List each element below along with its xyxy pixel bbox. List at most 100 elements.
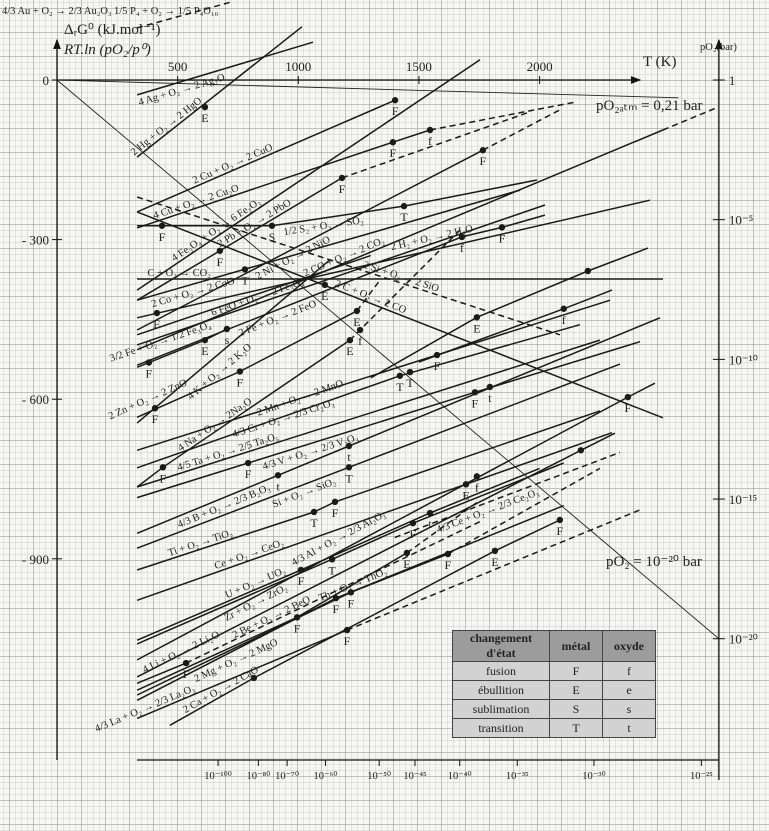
- reaction-line: [418, 289, 613, 363]
- cell-oxide: s: [602, 699, 656, 719]
- reaction-label: Ce + O₂ → CeO₂: [213, 537, 286, 572]
- phase-change-label: F: [344, 634, 351, 648]
- series-group: [136, 1, 719, 726]
- phase-change-marker: [343, 626, 351, 634]
- phase-change-marker: [426, 509, 434, 517]
- reaction-line: [136, 109, 561, 331]
- cell-metal: T: [549, 718, 603, 738]
- phase-change-label: F: [146, 367, 153, 381]
- phase-change-label: F: [237, 376, 244, 390]
- reaction-line-dashed: [429, 101, 578, 131]
- phase-change-marker: [216, 247, 224, 254]
- right-tick-label: 10⁻⁵: [729, 213, 753, 228]
- phase-change-marker: [345, 442, 353, 450]
- header-oxide: oxyde: [602, 630, 656, 662]
- phase-change-label: T: [328, 563, 336, 577]
- phase-change-label: E: [403, 557, 410, 571]
- phase-change-marker: [391, 97, 399, 104]
- phase-change-label: E: [346, 344, 353, 358]
- reaction-line: [136, 504, 564, 701]
- reaction-label: C + O₂ → CO₂: [147, 268, 211, 279]
- reaction-line: [136, 229, 461, 488]
- axes: 0 - 300 - 600 - 900 500 1000 1500 2000 1 10⁻⁵ 10⁻¹…: [22, 38, 758, 782]
- reaction-line: [370, 247, 649, 379]
- bottom-tick-label: 10⁻⁴⁵: [403, 771, 427, 782]
- reaction-line-dashed: [341, 111, 531, 179]
- reaction-line: [136, 509, 641, 720]
- phase-change-label: F: [390, 146, 397, 160]
- right-tick-label: 10⁻²⁰: [729, 632, 758, 647]
- phase-change-label: F: [625, 401, 632, 415]
- phase-change-label: t: [276, 479, 280, 493]
- reaction-line: [394, 451, 621, 539]
- phase-change-label: F: [445, 558, 452, 572]
- reaction-line-solid: [136, 26, 303, 158]
- phase-change-label: f: [562, 313, 566, 327]
- reaction-line: [136, 59, 481, 291]
- reaction-line: [136, 279, 381, 418]
- reaction-line: [136, 462, 564, 645]
- bottom-tick-label: 10⁻⁴⁰: [448, 770, 473, 782]
- phase-change-marker: [158, 222, 166, 229]
- reaction-line-dashed: [447, 467, 601, 555]
- phase-change-marker: [274, 472, 282, 479]
- reaction-line-solid: [136, 254, 371, 336]
- reaction-label: 4 K + O₂ → 2 K₂O: [186, 342, 255, 403]
- phase-change-marker: [153, 309, 161, 317]
- phase-change-marker: [353, 307, 361, 315]
- x-tick-label: 500: [168, 59, 188, 74]
- phase-change-label: E: [473, 321, 480, 335]
- reaction-line-solid: [136, 462, 564, 645]
- phase-change-marker: [244, 459, 252, 467]
- reaction-line-solid: [136, 211, 664, 419]
- reaction-line-solid: [136, 317, 661, 534]
- phase-change-marker: [159, 464, 167, 471]
- phase-change-label: F: [348, 596, 355, 610]
- phase-change-marker: [338, 174, 346, 182]
- reaction-line: [136, 199, 651, 319]
- phase-change-marker: [236, 368, 244, 375]
- phase-change-label: T: [241, 273, 249, 287]
- phase-change-label: F: [339, 182, 346, 196]
- reaction-line: [136, 211, 664, 419]
- phase-change-marker: [268, 222, 276, 229]
- right-tick-label: 10⁻¹⁵: [729, 492, 757, 507]
- reaction-label: 4/3 B + O₂ → 2/3 B₂O₃: [176, 483, 272, 531]
- phase-change-label: F: [298, 574, 305, 588]
- phase-change-label: E: [353, 315, 360, 329]
- reaction-line-dashed: [482, 109, 561, 151]
- po2-1e-20-label: pO₂ = 10⁻²⁰ bar: [606, 554, 702, 570]
- bottom-tick-label: 10⁻⁷⁰: [275, 770, 300, 782]
- cell-metal: F: [549, 661, 603, 681]
- bottom-tick-label: 10⁻²⁵: [690, 771, 713, 782]
- phase-change-marker: [241, 266, 249, 273]
- phase-change-marker: [328, 556, 336, 563]
- cell-oxide: t: [602, 718, 656, 738]
- phase-change-label: T: [396, 380, 404, 394]
- reaction-line: [136, 520, 481, 684]
- po2-reference-line: [56, 79, 679, 99]
- phase-change-marker: [331, 498, 339, 506]
- phase-change-label: S: [269, 230, 276, 244]
- phase-change-label: F: [159, 230, 166, 244]
- phase-change-marker: [345, 464, 353, 471]
- bottom-tick-label: 10⁻⁵⁰: [367, 770, 392, 782]
- reaction-line-solid: [136, 177, 343, 301]
- reaction-line-dashed: [406, 499, 481, 554]
- right-tick-label: 1: [729, 73, 736, 88]
- bottom-tick-label: 10⁻¹⁰⁰: [204, 770, 232, 782]
- reaction-line: [136, 101, 578, 229]
- phase-change-marker: [584, 267, 592, 275]
- reaction-line-dashed: [185, 520, 481, 664]
- phase-change-label: f: [475, 480, 479, 494]
- po2-atm-label: pO₂ₐₜₘ = 0,21 bar: [596, 98, 703, 114]
- reaction-line: [136, 214, 546, 366]
- table-row: ébullition E e: [452, 680, 656, 700]
- phase-change-label: E: [153, 317, 160, 331]
- phase-change-marker: [396, 372, 404, 379]
- y-axis-label-2: RT.ln (pO₂/p⁰): [63, 42, 151, 58]
- phase-change-label: E: [321, 289, 328, 303]
- phase-change-label: F: [332, 506, 339, 520]
- reaction-line: [137, 179, 538, 229]
- phase-change-label: F: [245, 467, 252, 481]
